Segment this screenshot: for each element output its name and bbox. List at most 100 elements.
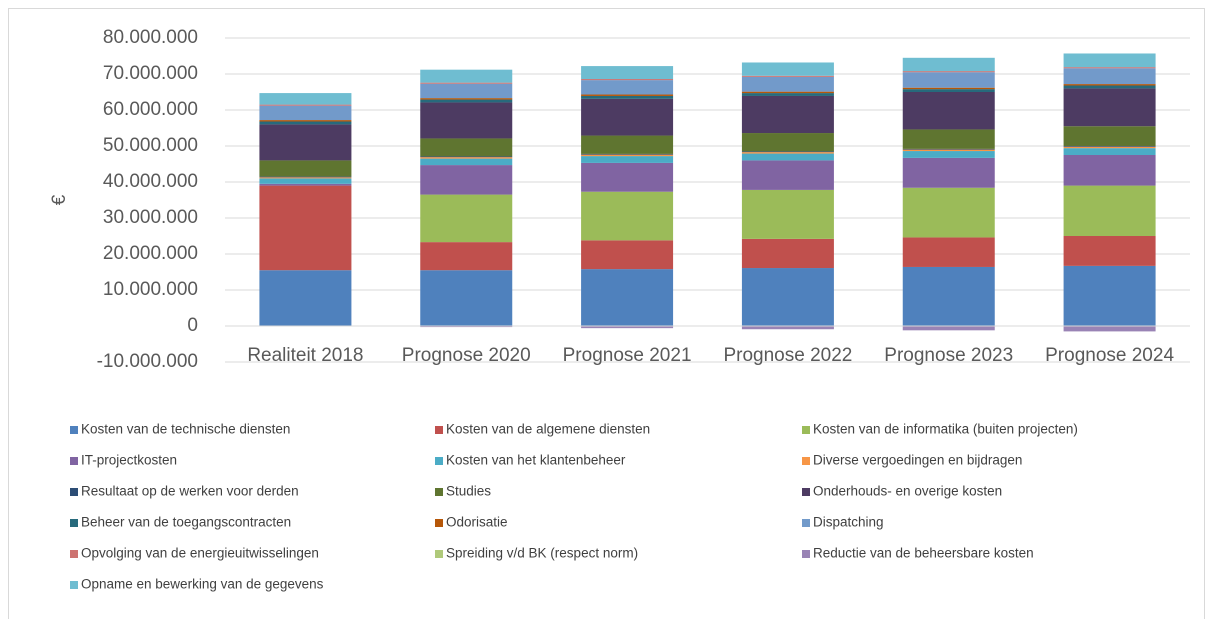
legend-swatch <box>802 457 810 465</box>
legend-swatch <box>70 550 78 558</box>
bar-segment <box>259 183 352 186</box>
x-tick-label: Prognose 2024 <box>1045 345 1174 366</box>
x-tick-label: Prognose 2022 <box>723 345 852 366</box>
bar-segment <box>581 269 674 326</box>
bar-segment <box>902 151 995 158</box>
legend-swatch <box>802 519 810 527</box>
bar-segment <box>1063 155 1156 186</box>
legend-swatch <box>435 550 443 558</box>
legend-label: IT-projectkosten <box>81 453 177 468</box>
bar-segment <box>581 94 674 96</box>
bar-segment <box>902 149 995 152</box>
bar-segment <box>420 99 513 103</box>
bar-segment <box>902 326 995 331</box>
bar-segment <box>581 156 674 163</box>
y-tick-label: -10.000.000 <box>97 351 198 372</box>
y-tick-label: 60.000.000 <box>103 99 198 120</box>
bar-segment <box>259 176 352 178</box>
bar-segment <box>259 121 352 125</box>
bar-segment <box>741 76 834 92</box>
legend-label: Spreiding v/d BK (respect norm) <box>446 546 638 561</box>
bar-segment <box>1063 146 1156 149</box>
y-tick-label: 50.000.000 <box>103 135 198 156</box>
bar-segment <box>581 154 674 157</box>
bar-segment <box>420 102 513 139</box>
bar-segment <box>741 133 834 152</box>
bar-segment <box>1063 265 1156 326</box>
y-tick-label: 30.000.000 <box>103 207 198 228</box>
bar-segment <box>581 98 674 136</box>
legend-swatch <box>435 488 443 496</box>
legend-label: Reductie van de beheersbare kosten <box>813 546 1034 561</box>
bar-segment <box>420 98 513 100</box>
bar-segment <box>1063 148 1156 155</box>
bar-segment <box>259 105 352 121</box>
bar-segment <box>902 72 995 88</box>
legend-swatch <box>435 457 443 465</box>
bar-segment <box>1063 53 1156 68</box>
bar-segment <box>902 57 995 72</box>
bar-segment <box>1063 126 1156 146</box>
bar-segment <box>741 153 834 161</box>
legend-label: Odorisatie <box>446 515 508 530</box>
bar-segment <box>581 66 674 80</box>
bar-segment <box>902 87 995 90</box>
legend-swatch <box>70 519 78 527</box>
bar-segment <box>581 153 674 155</box>
x-tick-label: Prognose 2021 <box>563 345 692 366</box>
bar-segment <box>420 138 513 157</box>
bar-segment <box>1063 326 1156 332</box>
bar-segment <box>741 160 834 190</box>
x-tick-label: Prognose 2020 <box>402 345 531 366</box>
x-tick-label: Prognose 2023 <box>884 345 1013 366</box>
bar-segment <box>420 82 513 84</box>
bar-segment <box>259 178 352 184</box>
bar-segment <box>741 152 834 154</box>
bar-segment <box>420 326 513 328</box>
bar-segment <box>902 71 995 73</box>
bar-segment <box>420 158 513 166</box>
bar-segment <box>581 95 674 99</box>
bar-segment <box>1063 146 1156 147</box>
bar-segment <box>902 157 995 188</box>
bar-segment <box>902 89 995 92</box>
bar-segment <box>259 185 352 271</box>
bar-segment <box>581 326 674 329</box>
legend-swatch <box>802 550 810 558</box>
bar-segment <box>902 237 995 267</box>
bar-segment <box>581 162 674 192</box>
bar-segment <box>259 160 352 177</box>
bar-segment <box>1063 85 1156 89</box>
legend-label: Diverse vergoedingen en bijdragen <box>813 453 1022 468</box>
legend-swatch <box>435 519 443 527</box>
legend-label: Opname en bewerking van de gegevens <box>81 577 324 592</box>
bar-segment <box>259 104 352 106</box>
bar-segment <box>741 95 834 134</box>
chart-border <box>8 8 1205 619</box>
bar-segment <box>902 266 995 326</box>
legend-swatch <box>435 426 443 434</box>
y-tick-label: 40.000.000 <box>103 171 198 192</box>
bar-segment <box>259 93 352 105</box>
legend-swatch <box>70 488 78 496</box>
bar-segment <box>741 62 834 76</box>
bar-segment <box>259 124 352 161</box>
bar-segment <box>581 240 674 270</box>
legend-label: Kosten van de algemene diensten <box>446 422 650 437</box>
bar-segment <box>902 129 995 149</box>
bar-segment <box>420 156 513 158</box>
y-tick-label: 10.000.000 <box>103 279 198 300</box>
y-tick-label: 20.000.000 <box>103 243 198 264</box>
legend-swatch <box>70 426 78 434</box>
bar-segment <box>902 92 995 130</box>
legend-label: Kosten van het klantenbeheer <box>446 453 626 468</box>
bar-segment <box>741 189 834 239</box>
bar-segment <box>1063 185 1156 236</box>
bar-segment <box>581 191 674 241</box>
legend-swatch <box>802 488 810 496</box>
bar-segment <box>259 120 352 122</box>
bar-segment <box>741 238 834 269</box>
y-tick-label: 0 <box>187 315 198 336</box>
legend-label: Resultaat op de werken voor derden <box>81 484 299 499</box>
